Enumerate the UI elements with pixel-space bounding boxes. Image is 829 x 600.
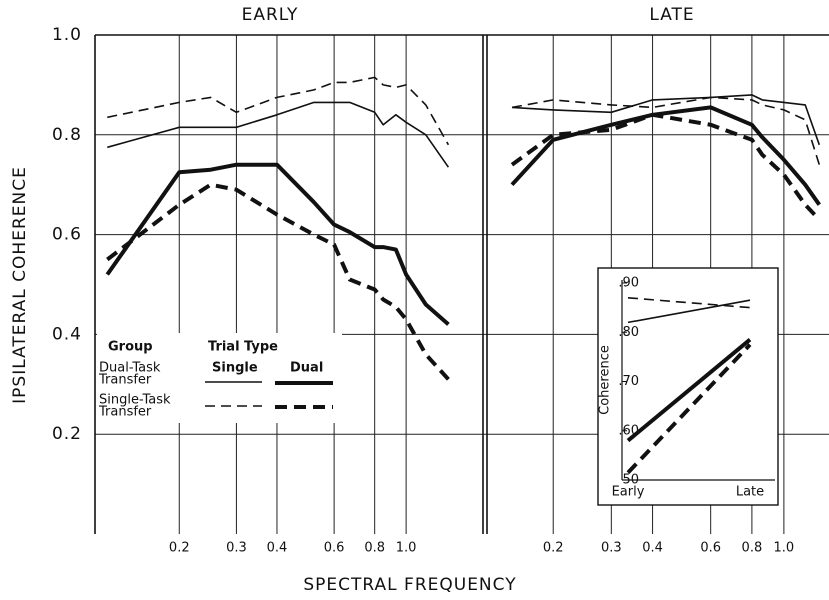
- y-tick-label: 0.2: [52, 424, 82, 444]
- x-tick-label: 0.8: [364, 541, 385, 556]
- legend-trial: Dual: [290, 361, 323, 376]
- data-line: [105, 162, 450, 326]
- panel-title: LATE: [649, 5, 694, 25]
- legend: Group Trial Type Single Dual Dual-Task T…: [97, 333, 342, 423]
- panel-title: EARLY: [242, 5, 299, 25]
- inset-line: [626, 343, 752, 474]
- legend-trial: Single: [212, 361, 258, 376]
- inset-y-tick-label: 50: [622, 473, 639, 488]
- x-axis-label: SPECTRAL FREQUENCY: [303, 575, 516, 595]
- legend-group: Single-Task: [99, 393, 171, 408]
- legend-group: Transfer: [98, 373, 152, 388]
- y-axis-label: IPSILATERAL COHERENCE: [10, 166, 30, 404]
- x-tick-label: 1.0: [774, 541, 795, 556]
- data-line: [107, 101, 450, 168]
- x-tick-label: 0.4: [267, 541, 288, 556]
- x-tick-label: 0.6: [700, 541, 721, 556]
- plot-lines: [105, 76, 821, 381]
- legend-header: Group: [108, 340, 153, 355]
- data-line: [106, 182, 450, 381]
- y-tick-label: 0.4: [52, 324, 82, 344]
- x-tick-label: 0.2: [543, 541, 564, 556]
- x-tick-label: 1.0: [396, 541, 417, 556]
- legend-group: Transfer: [98, 405, 152, 420]
- x-tick-label: 0.6: [324, 541, 345, 556]
- inset-x-tick-label: Late: [736, 485, 764, 500]
- x-tick-label: 0.2: [169, 541, 190, 556]
- inset-line: [627, 297, 751, 309]
- data-line: [511, 96, 821, 165]
- inset-y-tick-label: .70: [618, 374, 639, 389]
- data-line: [511, 94, 821, 146]
- inset-line: [627, 299, 751, 324]
- y-tick-label: 1.0: [52, 25, 82, 45]
- x-tick-label: 0.8: [742, 541, 763, 556]
- y-tick-label: 0.6: [52, 225, 82, 245]
- inset-y-label: Coherence: [598, 345, 613, 415]
- legend-group: Dual-Task: [99, 361, 161, 376]
- inset-x-tick-label: Early: [612, 485, 645, 500]
- x-tick-label: 0.4: [642, 541, 663, 556]
- data-line: [510, 105, 821, 206]
- data-line: [107, 76, 450, 146]
- legend-header: Trial Type: [208, 340, 278, 355]
- y-tick-label: 0.8: [52, 125, 82, 145]
- inset-y-tick-label: .80: [618, 325, 639, 340]
- data-line: [510, 112, 821, 221]
- x-tick-label: 0.3: [601, 541, 622, 556]
- inset-line: [626, 338, 752, 443]
- x-tick-label: 0.3: [226, 541, 247, 556]
- inset-y-tick-label: .90: [618, 276, 639, 291]
